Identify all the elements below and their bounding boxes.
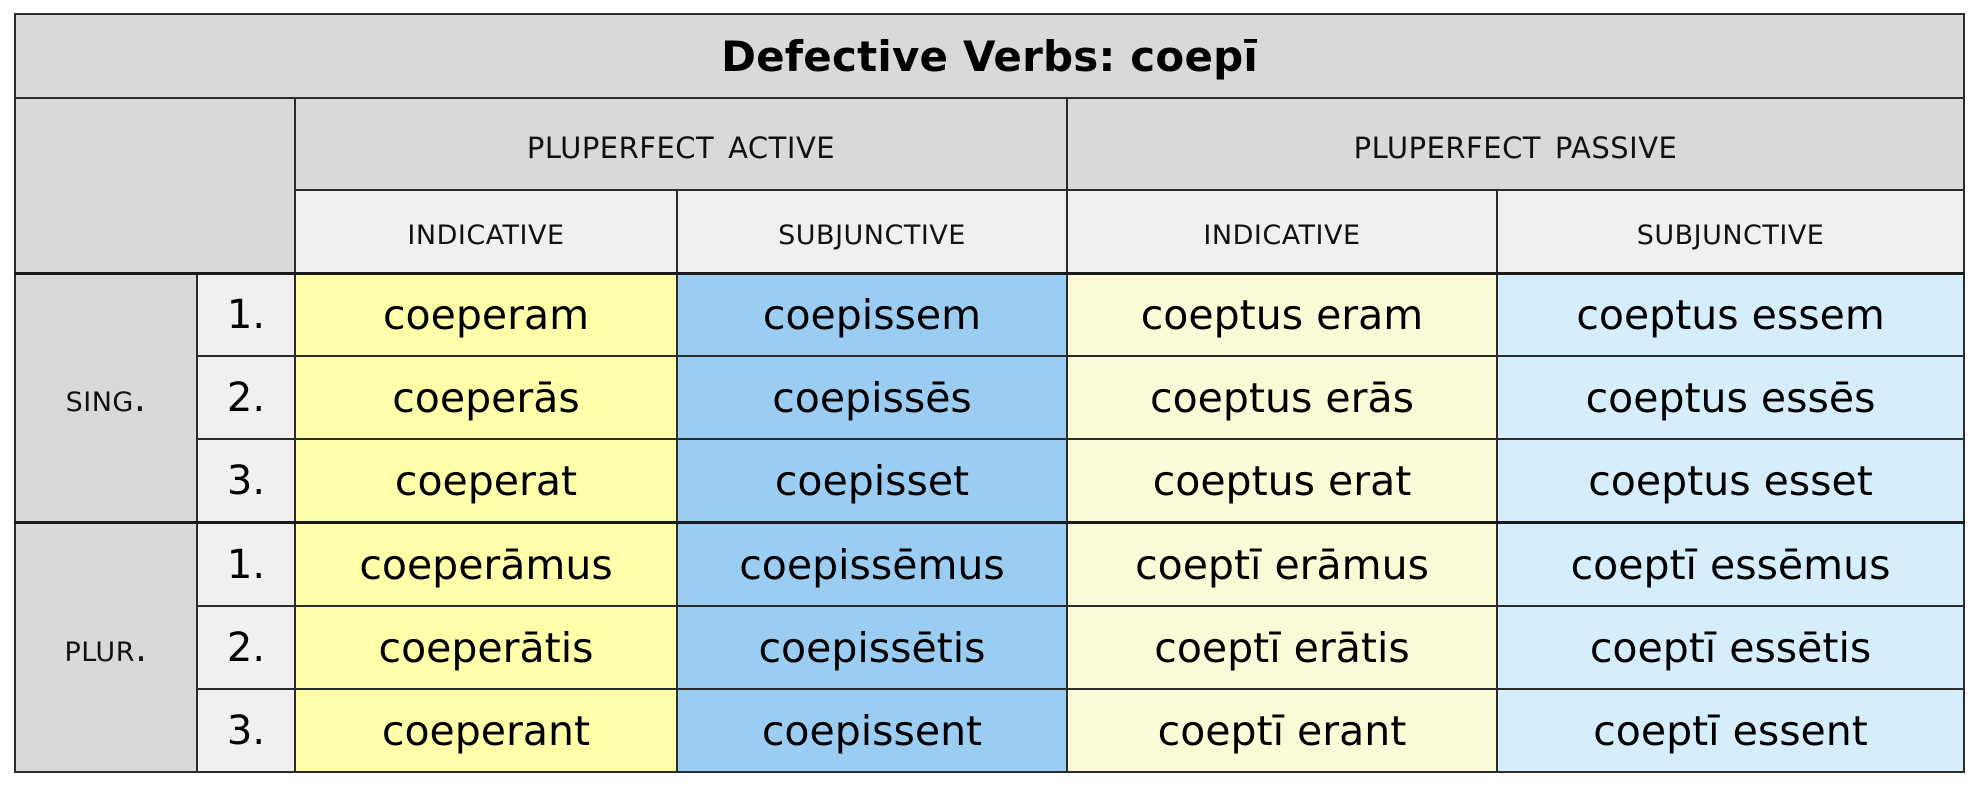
number-label-singular: Sing. xyxy=(14,271,198,524)
table-row: 2. coeperātis coepissētis coeptī erātis … xyxy=(15,605,1966,691)
cell-passive-subjunctive-sing-2: coeptus essēs xyxy=(1495,355,1966,441)
column-header-active-subjunctive: Subjunctive xyxy=(676,188,1068,275)
cell-active-subjunctive-plur-1: coepissēmus xyxy=(676,521,1068,608)
subheader-row: Indicative Subjunctive Indicative Subjun… xyxy=(15,188,1966,275)
column-header-passive-indicative: Indicative xyxy=(1066,188,1498,275)
cell-active-indicative-sing-1: coeperam xyxy=(294,271,678,358)
number-label-plural-text: Plur. xyxy=(64,625,148,670)
number-label-plural: Plur. xyxy=(14,521,198,774)
cell-passive-subjunctive-plur-1: coeptī essēmus xyxy=(1495,521,1966,608)
table-row: 3. coeperat coepisset coeptus erat coept… xyxy=(15,438,1966,524)
title-row: Defective Verbs: coepī xyxy=(13,12,1966,100)
cell-active-subjunctive-plur-3: coepissent xyxy=(676,688,1068,773)
group-header-row: Pluperfect Active Pluperfect Passive xyxy=(14,97,1966,275)
cell-active-subjunctive-sing-2: coepissēs xyxy=(676,355,1068,441)
cell-active-subjunctive-sing-3: coepisset xyxy=(676,438,1068,524)
group-header-active-label: Pluperfect Active xyxy=(526,119,836,169)
cell-active-subjunctive-plur-2: coepissētis xyxy=(676,605,1068,691)
cell-passive-indicative-plur-3: coeptī erant xyxy=(1066,688,1498,773)
cell-passive-indicative-sing-2: coeptus erās xyxy=(1066,355,1498,441)
conjugation-table: Defective Verbs: coepī Pluperfect Active… xyxy=(13,12,1966,774)
cell-passive-indicative-sing-1: coeptus eram xyxy=(1066,271,1498,358)
cell-active-indicative-sing-3: coeperat xyxy=(294,438,678,524)
cell-passive-indicative-plur-2: coeptī erātis xyxy=(1066,605,1498,691)
column-header-passive-indicative-label: Indicative xyxy=(1203,209,1361,254)
table-row: Plur. 1. coeperāmus coepissēmus coeptī e… xyxy=(14,521,1966,774)
cell-active-indicative-plur-1: coeperāmus xyxy=(294,521,678,608)
cell-active-indicative-plur-3: coeperant xyxy=(294,688,678,773)
cell-passive-indicative-plur-1: coeptī erāmus xyxy=(1066,521,1498,608)
person-label-plur-2: 2. xyxy=(196,605,296,691)
column-header-active-indicative: Indicative xyxy=(294,188,678,275)
column-header-passive-subjunctive-label: Subjunctive xyxy=(1636,209,1825,254)
number-label-singular-text: Sing. xyxy=(65,375,147,420)
column-header-active-subjunctive-label: Subjunctive xyxy=(778,209,966,254)
person-label-sing-2: 2. xyxy=(196,355,296,441)
cell-active-indicative-plur-2: coeperātis xyxy=(294,605,678,691)
person-label-plur-3: 3. xyxy=(196,688,296,773)
group-header-passive-label: Pluperfect Passive xyxy=(1353,119,1678,169)
cell-passive-subjunctive-sing-1: coeptus essem xyxy=(1495,271,1966,358)
cell-passive-subjunctive-sing-3: coeptus esset xyxy=(1495,438,1966,524)
cell-passive-subjunctive-plur-2: coeptī essētis xyxy=(1495,605,1966,691)
table-row: 2. coeperās coepissēs coeptus erās coept… xyxy=(15,355,1966,441)
person-label-sing-1: 1. xyxy=(196,271,296,358)
person-label-sing-3: 3. xyxy=(196,438,296,524)
column-header-active-indicative-label: Indicative xyxy=(407,209,565,254)
table-row: 3. coeperant coepissent coeptī erant coe… xyxy=(15,688,1966,773)
group-header-pluperfect-active: Pluperfect Active xyxy=(294,97,1068,191)
column-header-passive-subjunctive: Subjunctive xyxy=(1495,188,1966,275)
corner-spacer-cell xyxy=(14,97,296,275)
cell-active-subjunctive-sing-1: coepissem xyxy=(676,271,1068,358)
page-title: Defective Verbs: coepī xyxy=(13,12,1966,100)
table-row: Sing. 1. coeperam coepissem coeptus eram… xyxy=(14,271,1966,524)
conjugation-table-container: Defective Verbs: coepī Pluperfect Active… xyxy=(13,12,1966,774)
cell-passive-subjunctive-plur-3: coeptī essent xyxy=(1495,688,1966,773)
group-header-pluperfect-passive: Pluperfect Passive xyxy=(1065,97,1966,191)
person-label-plur-1: 1. xyxy=(196,521,296,608)
cell-active-indicative-sing-2: coeperās xyxy=(294,355,678,441)
cell-passive-indicative-sing-3: coeptus erat xyxy=(1066,438,1498,524)
